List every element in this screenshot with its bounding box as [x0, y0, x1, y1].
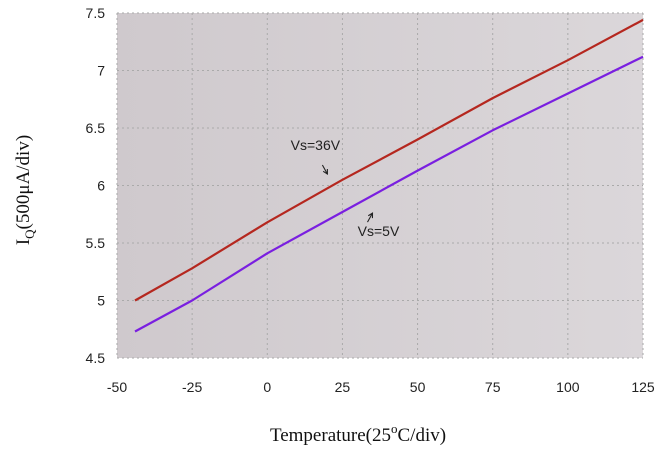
x-tick-label: 75 — [485, 379, 501, 395]
x-tick-label: 0 — [263, 379, 271, 395]
annotation-arrow — [367, 212, 373, 223]
annotation-arrowhead — [322, 168, 328, 176]
annotations: Vs=36V Vs=5V — [291, 137, 400, 239]
plot-area — [117, 13, 643, 358]
y-tick-label: 7 — [97, 63, 105, 79]
y-tick-label: 6.5 — [86, 120, 106, 136]
x-tick-labels: -50 -25 0 25 50 75 100 125 — [107, 379, 655, 395]
series-line — [134, 18, 644, 302]
series-line — [134, 55, 644, 333]
x-tick-label: -50 — [107, 379, 127, 395]
x-tick-label: 25 — [335, 379, 351, 395]
y-tick-label: 4.5 — [86, 350, 106, 366]
y-axis-title: IQ(500μA/div) — [13, 135, 37, 245]
annotation-arrow — [321, 164, 328, 175]
annotation-label: Vs=36V — [291, 137, 341, 153]
x-tick-label: 50 — [410, 379, 426, 395]
series-group — [134, 18, 644, 333]
annotation-label: Vs=5V — [358, 223, 400, 239]
y-tick-labels: 4.5 5 5.5 6 6.5 7 7.5 — [86, 5, 106, 366]
y-tick-label: 5 — [97, 293, 105, 309]
y-tick-label: 7.5 — [86, 5, 106, 21]
annotation-arrowhead — [367, 212, 374, 219]
x-tick-label: 125 — [631, 379, 655, 395]
x-tick-label: -25 — [182, 379, 202, 395]
x-axis-title: Temperature(25oC/div) — [270, 421, 446, 446]
y-tick-label: 5.5 — [86, 235, 106, 251]
y-tick-label: 6 — [97, 178, 105, 194]
x-tick-label: 100 — [556, 379, 580, 395]
